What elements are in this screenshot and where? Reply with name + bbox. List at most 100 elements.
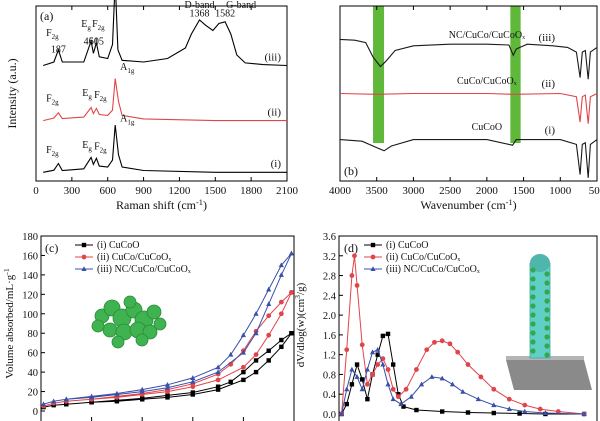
data-point (289, 331, 294, 336)
series-line (341, 255, 585, 415)
data-point (344, 347, 350, 353)
data-point (390, 362, 396, 367)
data-point (344, 386, 350, 392)
y-axis-label-sup: -1 (2, 268, 11, 275)
legend-marker (370, 254, 376, 260)
data-point (354, 362, 360, 367)
data-point (522, 402, 528, 408)
legend-marker (81, 254, 87, 260)
series-line (43, 78, 287, 122)
y-tick-label: 0.4 (323, 390, 337, 401)
y-tick-label: 60 (28, 349, 39, 360)
y-tick-label: 2.8 (323, 272, 336, 283)
peak-annotation-main: F (46, 28, 52, 39)
peak-annotation-sub: 2g (52, 33, 60, 41)
data-point (354, 374, 360, 379)
peak-annotation: Eg (81, 19, 91, 32)
data-point (401, 404, 406, 409)
peak-annotation-sub: 2g (98, 24, 106, 32)
data-point (89, 393, 95, 399)
data-point (140, 396, 145, 401)
data-point (338, 411, 345, 416)
nanowire-particle (530, 312, 536, 318)
nanowire-illustration (506, 254, 592, 390)
x-tick-label: 0 (33, 185, 39, 197)
x-axis-label-main: Raman shift (cm (116, 198, 197, 212)
data-point (491, 410, 496, 416)
peak-annotation-main: F (92, 19, 98, 30)
x-axis-label-sup: -1 (506, 198, 513, 207)
peak-annotation: Eg (82, 140, 92, 153)
peak-annotation: G-band (226, 0, 256, 11)
nanowire-particle (544, 343, 550, 349)
y-axis-label: Volume absorbed/mL·g-1 (2, 268, 16, 379)
data-point (460, 388, 466, 394)
data-point (447, 341, 453, 347)
data-point (266, 286, 272, 292)
x-tick-label: 1200 (168, 185, 191, 197)
data-point (266, 348, 271, 353)
data-point (190, 390, 195, 395)
x-tick-label: 3500 (366, 185, 389, 197)
data-point (418, 381, 425, 387)
data-point (241, 364, 246, 370)
y-tick-label: 1.6 (323, 331, 336, 342)
series-line (43, 253, 292, 405)
data-point (354, 283, 360, 288)
legend-marker (81, 242, 87, 248)
data-point (89, 400, 94, 405)
nanowire-particle (544, 352, 550, 358)
peak-annotation: A1g (120, 62, 135, 75)
data-point (522, 408, 528, 414)
data-point (537, 406, 543, 412)
data-point (390, 396, 396, 402)
peak-annotation-sub: g (88, 93, 92, 101)
data-point (349, 382, 355, 387)
x-axis-label-end: ) (513, 198, 517, 212)
data-point (542, 410, 548, 416)
legend-marker (370, 242, 376, 248)
molecule-atom (91, 319, 105, 333)
data-point (288, 250, 295, 256)
data-point (278, 299, 284, 305)
legend: (i) CuCoO(ii) CuCo/CuCoOₓ(iii) NC/CuCo/C… (364, 240, 480, 275)
y-axis-label-main: Volume absorbed/mL·g (4, 274, 16, 378)
nanowire-particle (530, 339, 536, 345)
y-tick-label: 1.2 (323, 351, 336, 362)
series-line (339, 139, 598, 178)
substrate (506, 360, 592, 390)
data-point (432, 339, 437, 345)
nanowire-particle (544, 334, 550, 340)
data-point (240, 349, 246, 355)
x-tick-label: 600 (99, 185, 116, 197)
plot-frame (35, 5, 288, 182)
data-point (506, 396, 512, 402)
data-point (352, 253, 357, 259)
x-tick-label: 2500 (439, 185, 462, 197)
data-point (228, 351, 234, 357)
peak-annotation-sub: 2g (52, 98, 60, 106)
data-point (278, 262, 284, 268)
peak-annotation: D-band (185, 0, 215, 11)
data-point (253, 310, 259, 316)
data-point (429, 374, 435, 379)
legend-label: (iii) NC/CuCo/CuCoOₓ (97, 264, 191, 275)
data-point (581, 411, 587, 416)
panel-label: (d) (344, 241, 358, 255)
y-tick-label: 2.4 (323, 291, 337, 302)
panel-c-n2-isotherms: 0 20 40 60 80 100 120 140 160 180 Volume absorbed/… (2, 232, 295, 421)
data-point (278, 272, 284, 277)
data-point (390, 386, 396, 392)
molecule-atom (123, 295, 137, 309)
data-point (414, 407, 419, 413)
data-point (279, 344, 284, 350)
series-line (341, 333, 585, 415)
molecule-atom (146, 304, 162, 320)
data-point (215, 364, 221, 370)
data-point (266, 313, 272, 319)
molecule-atom (111, 335, 125, 349)
peak-annotation: F2g (46, 145, 59, 158)
data-point (278, 311, 284, 317)
nanowire-particle (544, 289, 550, 295)
